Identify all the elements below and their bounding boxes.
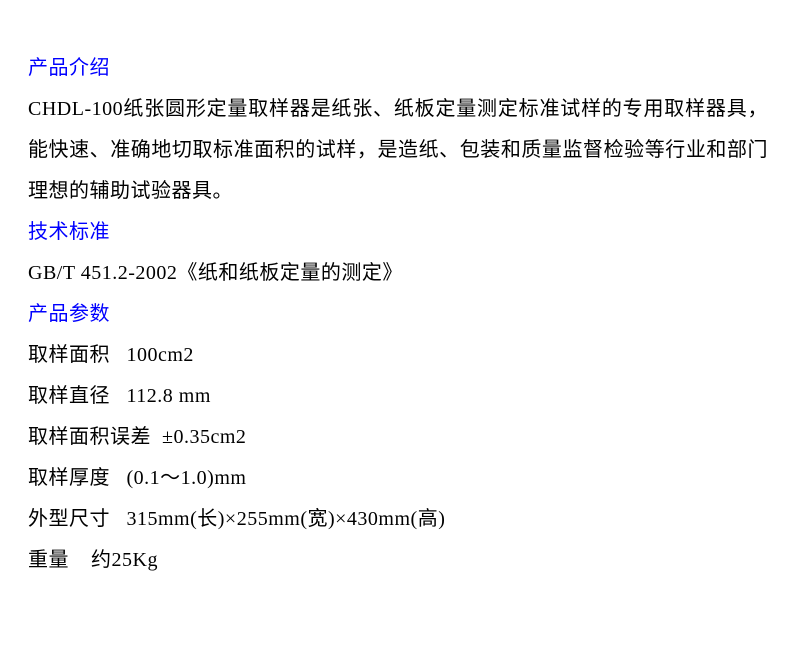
param-row: 取样面积 100cm2 [28, 335, 768, 376]
param-row: 重量 约25Kg [28, 540, 768, 581]
param-row: 取样直径 112.8 mm [28, 376, 768, 417]
standard-body: GB/T 451.2-2002《纸和纸板定量的测定》 [28, 253, 768, 294]
intro-body: CHDL-100纸张圆形定量取样器是纸张、纸板定量测定标准试样的专用取样器具，能… [28, 89, 768, 212]
param-row: 取样厚度 (0.1～1.0)mm [28, 458, 768, 499]
standard-heading: 技术标准 [28, 212, 768, 253]
intro-heading: 产品介绍 [28, 48, 768, 89]
param-row: 取样面积误差 ±0.35cm2 [28, 417, 768, 458]
param-row: 外型尺寸 315mm(长)×255mm(宽)×430mm(高) [28, 499, 768, 540]
params-heading: 产品参数 [28, 294, 768, 335]
